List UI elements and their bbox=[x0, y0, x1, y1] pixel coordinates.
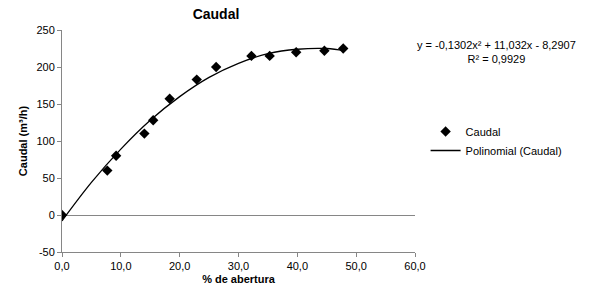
svg-text:y = -0,1302x² + 11,032x - 8,29: y = -0,1302x² + 11,032x - 8,2907R² = 0,9… bbox=[417, 39, 576, 65]
svg-text:250: 250 bbox=[36, 24, 54, 36]
svg-text:0,0: 0,0 bbox=[54, 260, 69, 272]
svg-text:150: 150 bbox=[36, 98, 54, 110]
svg-text:Caudal: Caudal bbox=[466, 126, 501, 138]
svg-text:40,0: 40,0 bbox=[287, 260, 308, 272]
svg-text:100: 100 bbox=[36, 135, 54, 147]
svg-text:0: 0 bbox=[49, 209, 55, 221]
svg-text:20,0: 20,0 bbox=[169, 260, 190, 272]
svg-text:30,0: 30,0 bbox=[228, 260, 249, 272]
svg-text:10,0: 10,0 bbox=[110, 260, 131, 272]
svg-text:50,0: 50,0 bbox=[345, 260, 366, 272]
svg-text:-50: -50 bbox=[39, 246, 55, 258]
svg-text:Caudal: Caudal bbox=[193, 6, 240, 22]
svg-text:60,0: 60,0 bbox=[404, 260, 425, 272]
svg-text:% de abertura: % de abertura bbox=[202, 273, 276, 285]
svg-text:Caudal (m³/h): Caudal (m³/h) bbox=[17, 106, 29, 177]
svg-text:200: 200 bbox=[36, 61, 54, 73]
svg-text:50: 50 bbox=[43, 172, 55, 184]
svg-text:Polinomial (Caudal): Polinomial (Caudal) bbox=[466, 145, 562, 157]
